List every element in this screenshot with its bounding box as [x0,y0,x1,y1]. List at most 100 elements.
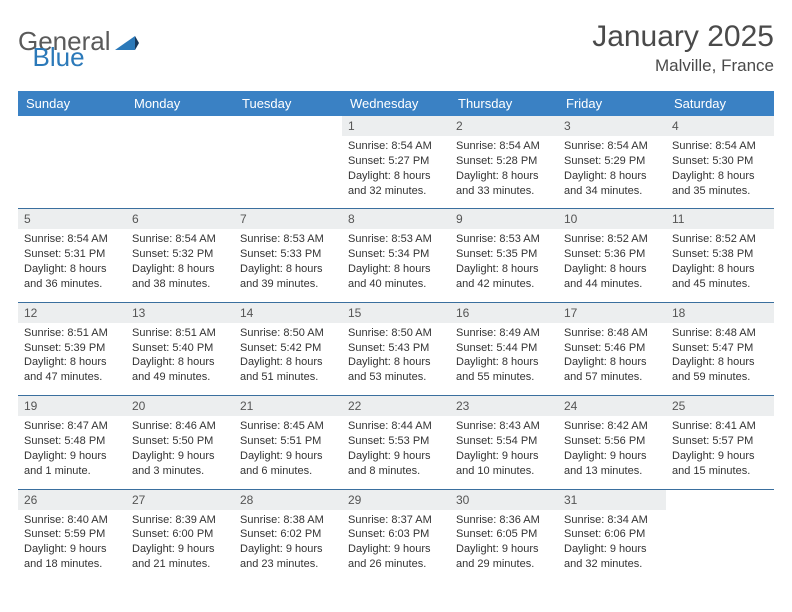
calendar-day-cell: 4Sunrise: 8:54 AMSunset: 5:30 PMDaylight… [666,116,774,209]
sunrise-text: Sunrise: 8:54 AM [672,139,768,154]
sunrise-text: Sunrise: 8:49 AM [456,326,552,341]
daylight-text: Daylight: 8 hours and 42 minutes. [456,262,552,292]
sunset-text: Sunset: 5:59 PM [24,527,120,542]
day-number: 11 [666,209,774,229]
daylight-text: Daylight: 8 hours and 47 minutes. [24,355,120,385]
daylight-text: Daylight: 8 hours and 55 minutes. [456,355,552,385]
day-content: Sunrise: 8:50 AMSunset: 5:42 PMDaylight:… [234,323,342,395]
sunset-text: Sunset: 5:44 PM [456,341,552,356]
weekday-monday: Monday [126,91,234,116]
day-content: Sunrise: 8:52 AMSunset: 5:38 PMDaylight:… [666,229,774,301]
sunrise-text: Sunrise: 8:54 AM [132,232,228,247]
daylight-text: Daylight: 8 hours and 53 minutes. [348,355,444,385]
day-number: 9 [450,209,558,229]
daylight-text: Daylight: 8 hours and 51 minutes. [240,355,336,385]
daylight-text: Daylight: 8 hours and 44 minutes. [564,262,660,292]
day-content: Sunrise: 8:46 AMSunset: 5:50 PMDaylight:… [126,416,234,488]
calendar-day-cell: 17Sunrise: 8:48 AMSunset: 5:46 PMDayligh… [558,302,666,395]
sunrise-text: Sunrise: 8:53 AM [240,232,336,247]
sunset-text: Sunset: 5:34 PM [348,247,444,262]
sunrise-text: Sunrise: 8:48 AM [672,326,768,341]
daylight-text: Daylight: 8 hours and 34 minutes. [564,169,660,199]
month-title: January 2025 [592,20,774,54]
sunrise-text: Sunrise: 8:54 AM [348,139,444,154]
sunset-text: Sunset: 5:33 PM [240,247,336,262]
sunset-text: Sunset: 5:43 PM [348,341,444,356]
sunset-text: Sunset: 5:31 PM [24,247,120,262]
weekday-sunday: Sunday [18,91,126,116]
day-content: Sunrise: 8:37 AMSunset: 6:03 PMDaylight:… [342,510,450,582]
sunrise-text: Sunrise: 8:40 AM [24,513,120,528]
calendar-day-cell: 21Sunrise: 8:45 AMSunset: 5:51 PMDayligh… [234,396,342,489]
day-number: 29 [342,490,450,510]
sunrise-text: Sunrise: 8:39 AM [132,513,228,528]
day-content: Sunrise: 8:51 AMSunset: 5:39 PMDaylight:… [18,323,126,395]
day-number: 6 [126,209,234,229]
calendar-day-cell: 24Sunrise: 8:42 AMSunset: 5:56 PMDayligh… [558,396,666,489]
day-content: Sunrise: 8:47 AMSunset: 5:48 PMDaylight:… [18,416,126,488]
day-number: 26 [18,490,126,510]
day-number: 17 [558,303,666,323]
day-number: 25 [666,396,774,416]
day-number: 31 [558,490,666,510]
sunset-text: Sunset: 5:28 PM [456,154,552,169]
sunrise-text: Sunrise: 8:37 AM [348,513,444,528]
daylight-text: Daylight: 8 hours and 36 minutes. [24,262,120,292]
calendar-day-cell: 31Sunrise: 8:34 AMSunset: 6:06 PMDayligh… [558,489,666,582]
calendar-day-cell: 23Sunrise: 8:43 AMSunset: 5:54 PMDayligh… [450,396,558,489]
logo-arrow-icon [115,32,141,52]
daylight-text: Daylight: 8 hours and 35 minutes. [672,169,768,199]
daylight-text: Daylight: 9 hours and 23 minutes. [240,542,336,572]
sunrise-text: Sunrise: 8:36 AM [456,513,552,528]
calendar-day-cell: 27Sunrise: 8:39 AMSunset: 6:00 PMDayligh… [126,489,234,582]
calendar-day-cell: 9Sunrise: 8:53 AMSunset: 5:35 PMDaylight… [450,209,558,302]
day-number: 1 [342,116,450,136]
calendar-day-cell: 15Sunrise: 8:50 AMSunset: 5:43 PMDayligh… [342,302,450,395]
sunrise-text: Sunrise: 8:38 AM [240,513,336,528]
day-number: 21 [234,396,342,416]
daylight-text: Daylight: 8 hours and 32 minutes. [348,169,444,199]
weekday-tuesday: Tuesday [234,91,342,116]
daylight-text: Daylight: 9 hours and 32 minutes. [564,542,660,572]
day-number: 24 [558,396,666,416]
calendar-day-cell: 12Sunrise: 8:51 AMSunset: 5:39 PMDayligh… [18,302,126,395]
day-number: 14 [234,303,342,323]
day-content: Sunrise: 8:52 AMSunset: 5:36 PMDaylight:… [558,229,666,301]
day-content: Sunrise: 8:43 AMSunset: 5:54 PMDaylight:… [450,416,558,488]
logo-text-blue: Blue [33,42,85,73]
calendar-day-cell: 16Sunrise: 8:49 AMSunset: 5:44 PMDayligh… [450,302,558,395]
sunrise-text: Sunrise: 8:53 AM [348,232,444,247]
day-content: Sunrise: 8:34 AMSunset: 6:06 PMDaylight:… [558,510,666,582]
day-content: Sunrise: 8:48 AMSunset: 5:46 PMDaylight:… [558,323,666,395]
day-number: 10 [558,209,666,229]
calendar-table: Sunday Monday Tuesday Wednesday Thursday… [18,91,774,582]
calendar-week-row: 26Sunrise: 8:40 AMSunset: 5:59 PMDayligh… [18,489,774,582]
weekday-friday: Friday [558,91,666,116]
sunrise-text: Sunrise: 8:52 AM [672,232,768,247]
daylight-text: Daylight: 8 hours and 49 minutes. [132,355,228,385]
daylight-text: Daylight: 8 hours and 33 minutes. [456,169,552,199]
day-number: 30 [450,490,558,510]
daylight-text: Daylight: 9 hours and 18 minutes. [24,542,120,572]
day-number: 3 [558,116,666,136]
sunset-text: Sunset: 5:36 PM [564,247,660,262]
daylight-text: Daylight: 8 hours and 45 minutes. [672,262,768,292]
calendar-day-cell: 19Sunrise: 8:47 AMSunset: 5:48 PMDayligh… [18,396,126,489]
sunrise-text: Sunrise: 8:51 AM [24,326,120,341]
sunrise-text: Sunrise: 8:34 AM [564,513,660,528]
sunset-text: Sunset: 6:00 PM [132,527,228,542]
calendar-day-cell: 8Sunrise: 8:53 AMSunset: 5:34 PMDaylight… [342,209,450,302]
day-content: Sunrise: 8:40 AMSunset: 5:59 PMDaylight:… [18,510,126,582]
day-content: Sunrise: 8:53 AMSunset: 5:34 PMDaylight:… [342,229,450,301]
daylight-text: Daylight: 8 hours and 39 minutes. [240,262,336,292]
sunrise-text: Sunrise: 8:53 AM [456,232,552,247]
location-label: Malville, France [592,56,774,76]
calendar-day-cell: 2Sunrise: 8:54 AMSunset: 5:28 PMDaylight… [450,116,558,209]
calendar-day-cell: 18Sunrise: 8:48 AMSunset: 5:47 PMDayligh… [666,302,774,395]
sunset-text: Sunset: 5:42 PM [240,341,336,356]
day-number: 19 [18,396,126,416]
daylight-text: Daylight: 8 hours and 57 minutes. [564,355,660,385]
day-number: 22 [342,396,450,416]
calendar-day-cell: 10Sunrise: 8:52 AMSunset: 5:36 PMDayligh… [558,209,666,302]
calendar-day-cell: 7Sunrise: 8:53 AMSunset: 5:33 PMDaylight… [234,209,342,302]
